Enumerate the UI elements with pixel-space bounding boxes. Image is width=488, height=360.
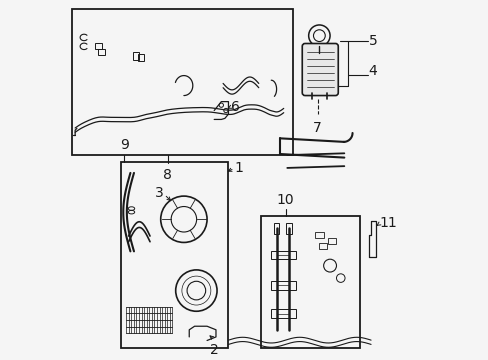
Bar	[71, 9, 292, 155]
Text: 8: 8	[163, 167, 172, 181]
Bar	[271, 281, 296, 289]
Bar	[260, 216, 360, 348]
FancyBboxPatch shape	[302, 44, 338, 95]
Text: 4: 4	[368, 64, 377, 78]
Bar	[327, 238, 335, 243]
Text: 11: 11	[379, 216, 396, 230]
Bar	[318, 243, 326, 249]
Bar	[285, 223, 291, 234]
Bar	[314, 233, 323, 238]
Text: 1: 1	[234, 161, 243, 175]
Bar	[121, 162, 228, 348]
Text: 2: 2	[209, 343, 218, 357]
Text: 9: 9	[120, 138, 128, 152]
Text: 3: 3	[154, 185, 163, 199]
Bar	[133, 53, 138, 59]
Bar	[138, 54, 143, 61]
Bar	[273, 223, 279, 234]
Text: 6: 6	[230, 100, 239, 114]
Text: 5: 5	[368, 34, 377, 48]
Text: 10: 10	[276, 193, 294, 207]
Text: 7: 7	[313, 121, 321, 135]
Bar	[271, 310, 296, 318]
Bar	[95, 44, 102, 49]
Bar	[98, 49, 105, 55]
Bar	[271, 251, 296, 259]
